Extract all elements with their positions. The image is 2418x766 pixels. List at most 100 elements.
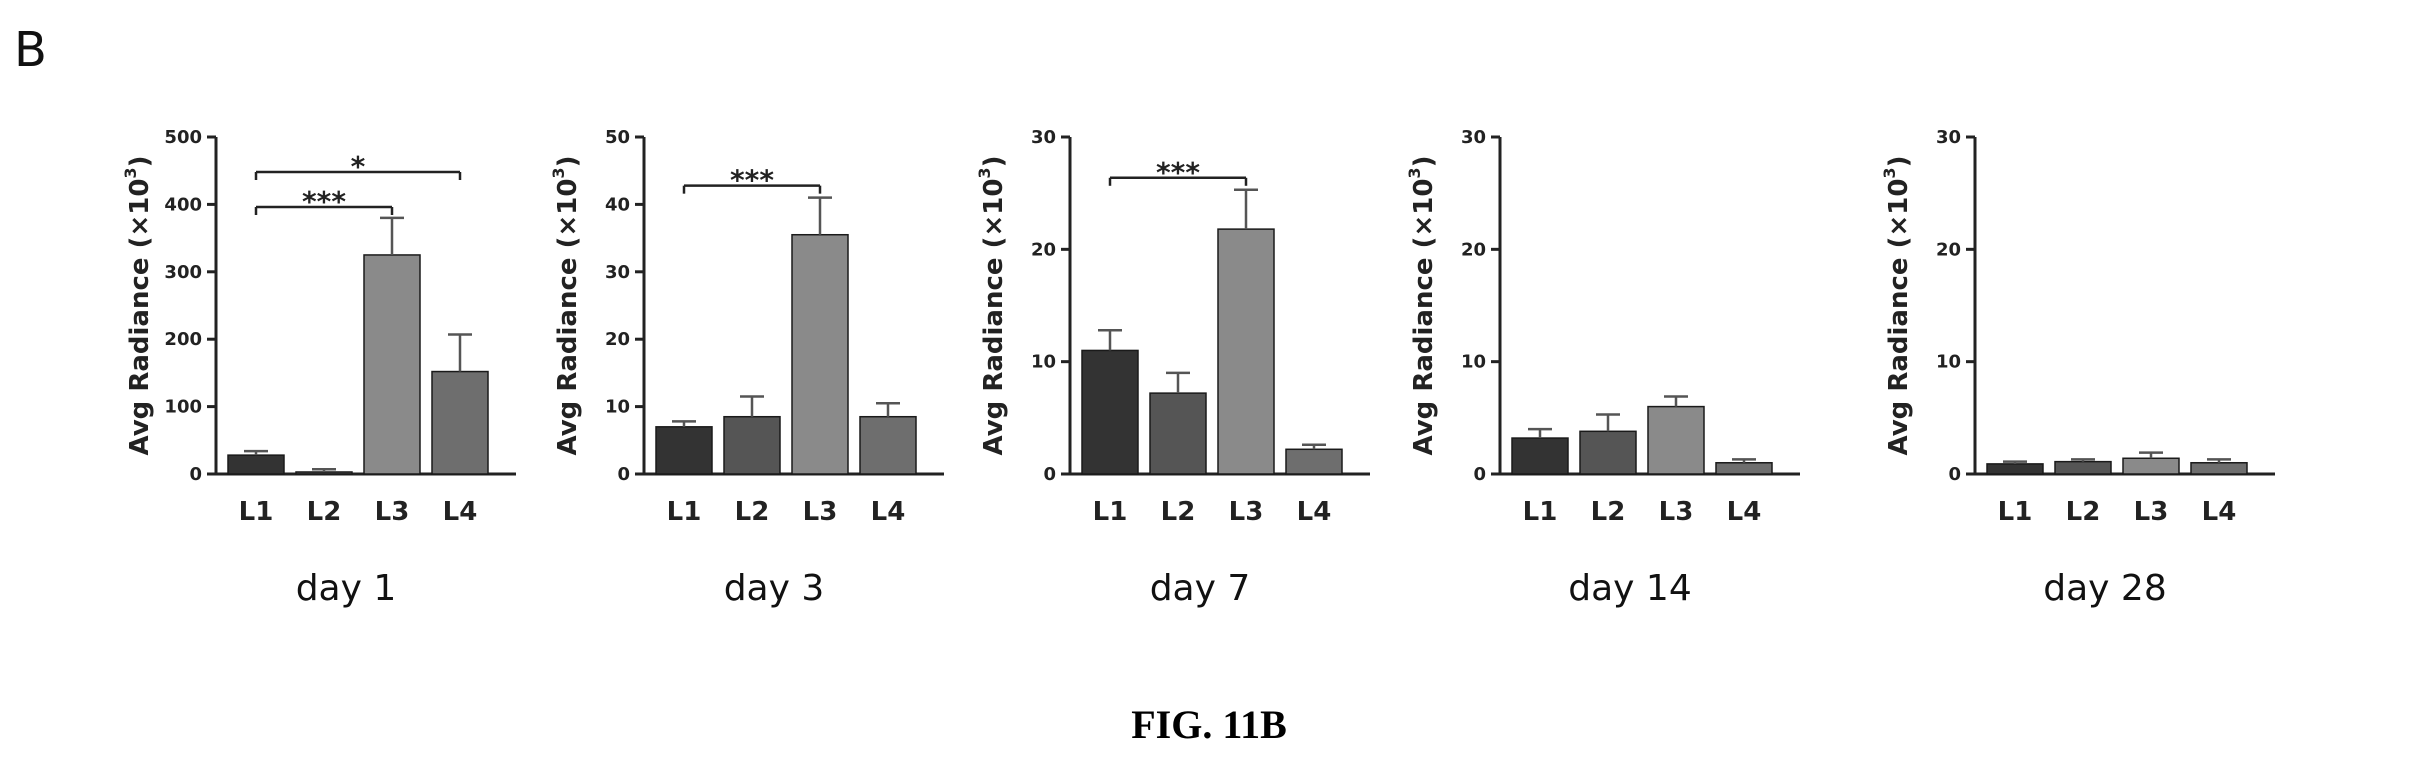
bar-L2 bbox=[1149, 392, 1207, 475]
y-tick-label: 10 bbox=[1461, 352, 1486, 373]
bar-L4 bbox=[1285, 448, 1343, 475]
y-tick-label: 20 bbox=[1461, 239, 1486, 260]
category-label: L4 bbox=[1727, 497, 1762, 527]
y-tick-label: 30 bbox=[605, 262, 630, 283]
significance-label: * bbox=[351, 150, 366, 183]
y-tick-label: 10 bbox=[1031, 352, 1056, 373]
chart-title: day 1 bbox=[296, 568, 397, 609]
category-label: L1 bbox=[239, 497, 274, 527]
bar-L2 bbox=[723, 415, 781, 475]
category-label: L2 bbox=[307, 497, 342, 527]
chart-panel-3: 0 10 20 30 Avg Radiance (×103) L1 L2 L3 L4 *** day… bbox=[975, 127, 1370, 609]
y-axis-label-exponent: 3 bbox=[121, 167, 140, 178]
significance-label: *** bbox=[302, 185, 346, 218]
bar-L3 bbox=[363, 254, 421, 475]
chart-title: day 14 bbox=[1568, 568, 1691, 609]
category-label: L3 bbox=[1229, 497, 1264, 527]
y-tick-label: 0 bbox=[1948, 464, 1961, 485]
y-axis-label: Avg Radiance (×103) bbox=[1405, 156, 1439, 456]
y-tick-label: 200 bbox=[164, 329, 202, 350]
bar-L4 bbox=[2190, 462, 2248, 475]
category-label: L4 bbox=[443, 497, 478, 527]
y-axis-label-exponent: 3 bbox=[1405, 167, 1424, 178]
y-axis-label-text: Avg Radiance (×10 bbox=[1884, 179, 1914, 456]
chart-title: day 7 bbox=[1150, 568, 1251, 609]
y-axis-label: Avg Radiance (×103) bbox=[549, 156, 583, 456]
bar-L1 bbox=[655, 426, 713, 475]
y-axis-label-close: ) bbox=[125, 156, 155, 168]
y-tick-label: 20 bbox=[1936, 239, 1961, 260]
y-tick-label: 20 bbox=[1031, 239, 1056, 260]
significance-label: *** bbox=[1156, 156, 1200, 189]
bar-L1 bbox=[1511, 437, 1569, 475]
category-label: L1 bbox=[667, 497, 702, 527]
y-tick-label: 50 bbox=[605, 127, 630, 148]
y-tick-label: 10 bbox=[1936, 352, 1961, 373]
bar-L3 bbox=[791, 233, 849, 475]
y-axis-label-exponent: 3 bbox=[1880, 167, 1899, 178]
chart-title: day 28 bbox=[2043, 568, 2166, 609]
y-axis-label-text: Avg Radiance (×10 bbox=[979, 179, 1009, 456]
bar-L4 bbox=[859, 415, 917, 475]
y-tick-label: 30 bbox=[1936, 127, 1961, 148]
y-tick-label: 30 bbox=[1031, 127, 1056, 148]
y-tick-label: 0 bbox=[1473, 464, 1486, 485]
y-axis-label-close: ) bbox=[1884, 156, 1914, 168]
chart-panel-2: 0 10 20 30 40 50 Avg Radiance (×103) L1 L2 L3 L4 **… bbox=[549, 127, 944, 609]
bar-L2 bbox=[295, 471, 353, 475]
category-label: L2 bbox=[1161, 497, 1196, 527]
category-label: L2 bbox=[1591, 497, 1626, 527]
category-label: L4 bbox=[2202, 497, 2237, 527]
y-tick-label: 0 bbox=[1043, 464, 1056, 485]
y-axis-label: Avg Radiance (×103) bbox=[1880, 156, 1914, 456]
figure-caption: FIG. 11B bbox=[1131, 702, 1287, 747]
category-label: L1 bbox=[1523, 497, 1558, 527]
category-label: L3 bbox=[2134, 497, 2169, 527]
category-label: L3 bbox=[803, 497, 838, 527]
y-axis-label-close: ) bbox=[979, 156, 1009, 168]
bar-L3 bbox=[2122, 457, 2180, 475]
bar-L4 bbox=[431, 370, 489, 475]
significance-label: *** bbox=[730, 164, 774, 197]
bar-L1 bbox=[1081, 349, 1139, 475]
y-tick-label: 100 bbox=[164, 397, 202, 418]
y-tick-label: 0 bbox=[189, 464, 202, 485]
chart-title: day 3 bbox=[724, 568, 825, 609]
bar-L2 bbox=[2054, 460, 2112, 475]
category-label: L4 bbox=[871, 497, 906, 527]
category-label: L2 bbox=[2066, 497, 2101, 527]
y-tick-label: 40 bbox=[605, 194, 630, 215]
y-axis-label-text: Avg Radiance (×10 bbox=[1409, 179, 1439, 456]
y-tick-label: 300 bbox=[164, 262, 202, 283]
y-tick-label: 500 bbox=[164, 127, 202, 148]
bar-L3 bbox=[1217, 228, 1275, 475]
y-axis-label: Avg Radiance (×103) bbox=[121, 156, 155, 456]
bar-L1 bbox=[1986, 463, 2044, 475]
y-axis-label: Avg Radiance (×103) bbox=[975, 156, 1009, 456]
bar-L4 bbox=[1715, 462, 1773, 475]
y-axis-label-exponent: 3 bbox=[549, 167, 568, 178]
y-axis-label-text: Avg Radiance (×10 bbox=[553, 179, 583, 456]
category-label: L4 bbox=[1297, 497, 1332, 527]
chart-panel-1: 0 100 200 300 400 500 Avg Radiance (×103) L1 L2 L… bbox=[121, 127, 516, 609]
category-label: L3 bbox=[1659, 497, 1694, 527]
category-label: L2 bbox=[735, 497, 770, 527]
category-label: L1 bbox=[1093, 497, 1128, 527]
chart-panel-5: 0 10 20 30 Avg Radiance (×103) L1 L2 L3 L4 day 28 bbox=[1880, 127, 2275, 609]
y-axis-label-close: ) bbox=[553, 156, 583, 168]
panel-letter: B bbox=[14, 22, 47, 78]
category-label: L3 bbox=[375, 497, 410, 527]
y-axis-label-text: Avg Radiance (×10 bbox=[125, 179, 155, 456]
y-tick-label: 0 bbox=[617, 464, 630, 485]
bar-L1 bbox=[227, 454, 285, 475]
category-label: L1 bbox=[1998, 497, 2033, 527]
chart-panel-4: 0 10 20 30 Avg Radiance (×103) L1 L2 L3 L4 day 14 bbox=[1405, 127, 1800, 609]
y-tick-label: 20 bbox=[605, 329, 630, 350]
y-axis-label-close: ) bbox=[1409, 156, 1439, 168]
y-tick-label: 400 bbox=[164, 194, 202, 215]
y-axis-label-exponent: 3 bbox=[975, 167, 994, 178]
y-tick-label: 10 bbox=[605, 397, 630, 418]
y-tick-label: 30 bbox=[1461, 127, 1486, 148]
